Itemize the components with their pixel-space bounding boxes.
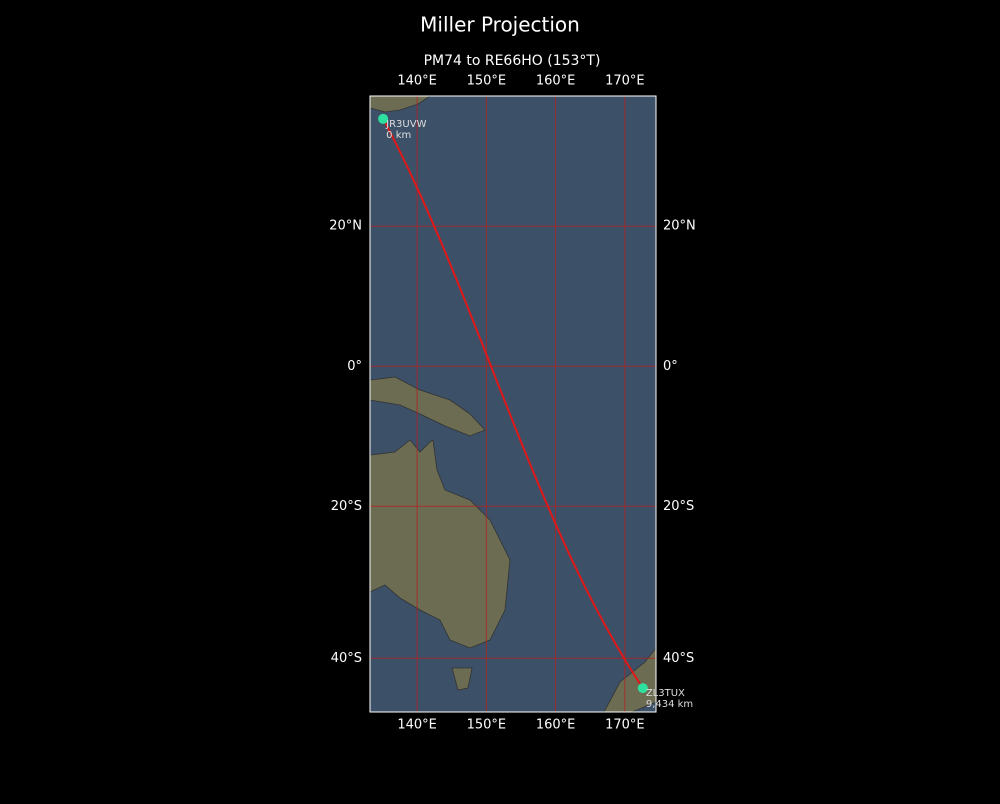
lat-tick-label: 20°S xyxy=(663,499,694,514)
lon-tick-label: 150°E xyxy=(467,718,507,733)
lon-tick-label: 150°E xyxy=(467,74,507,89)
station-name: JR3UVW xyxy=(385,119,426,130)
station-name: ZL3TUX xyxy=(646,688,685,699)
station-marker xyxy=(637,683,648,694)
lon-tick-label: 140°E xyxy=(397,718,437,733)
lon-tick-label: 170°E xyxy=(605,74,645,89)
lat-tick-label: 20°S xyxy=(331,499,362,514)
station-distance: 9,434 km xyxy=(646,699,693,710)
route xyxy=(382,118,644,689)
lat-tick-label: 40°S xyxy=(331,651,362,666)
lat-tick-label: 20°N xyxy=(663,219,696,234)
lat-tick-label: 20°N xyxy=(329,219,362,234)
lon-tick-label: 170°E xyxy=(605,718,645,733)
subtitle: PM74 to RE66HO (153°T) xyxy=(424,53,601,69)
lat-tick-label: 0° xyxy=(347,359,362,374)
station-distance: 0 km xyxy=(386,130,411,141)
lat-tick-label: 40°S xyxy=(663,651,694,666)
station-marker xyxy=(378,113,389,124)
map-frame xyxy=(369,95,657,713)
lon-tick-label: 160°E xyxy=(536,718,576,733)
map xyxy=(370,96,656,712)
lat-tick-label: 0° xyxy=(663,359,678,374)
lon-tick-label: 160°E xyxy=(536,74,576,89)
title: Miller Projection xyxy=(420,13,580,37)
land xyxy=(370,96,656,712)
lon-tick-label: 140°E xyxy=(397,74,437,89)
